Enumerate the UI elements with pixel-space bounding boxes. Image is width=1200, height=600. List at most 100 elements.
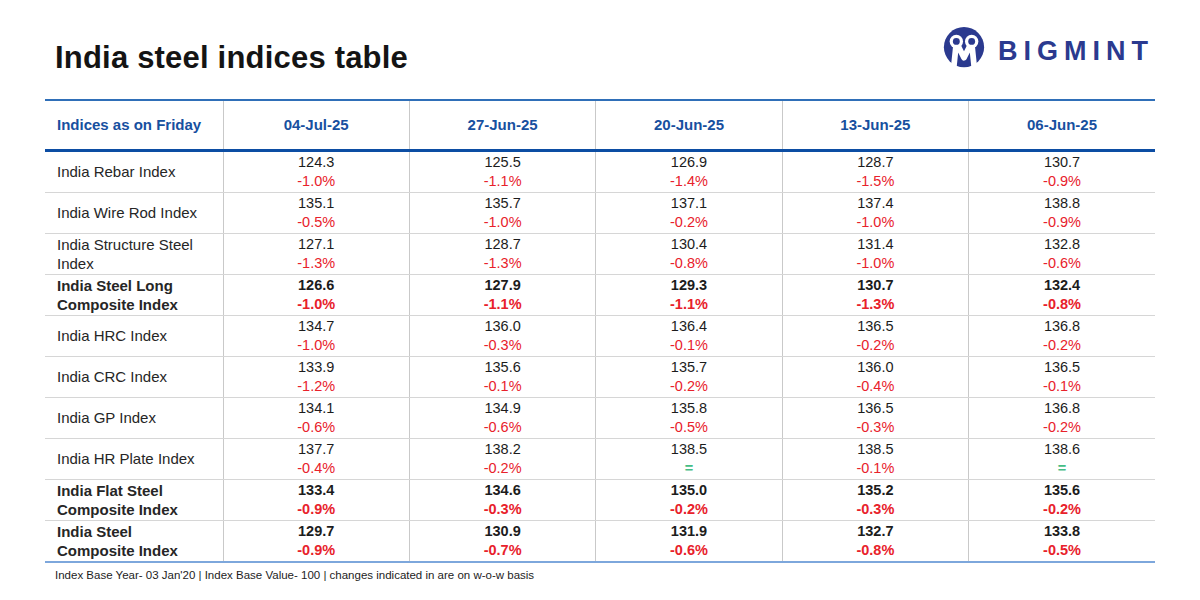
- table-row: India GP Index134.1-0.6%134.9-0.6%135.8-…: [45, 397, 1155, 438]
- wow-change: -0.5%: [596, 418, 781, 437]
- index-value: 130.7: [783, 276, 968, 295]
- index-value: 138.5: [783, 440, 968, 459]
- index-value-cell: 134.6-0.3%: [409, 479, 595, 520]
- wow-change: -1.0%: [410, 213, 595, 232]
- index-value-cell: 134.7-1.0%: [223, 315, 409, 356]
- wow-change: -0.5%: [224, 213, 409, 232]
- index-value: 135.8: [596, 399, 781, 418]
- index-value-cell: 130.4-0.8%: [596, 233, 782, 274]
- index-value: 135.0: [596, 481, 781, 500]
- wow-change: -0.2%: [596, 377, 781, 396]
- date-header: 06-Jun-25: [969, 100, 1155, 150]
- index-value-cell: 136.5-0.2%: [782, 315, 968, 356]
- index-value: 133.4: [224, 481, 409, 500]
- date-header: 04-Jul-25: [223, 100, 409, 150]
- brand-logo: BIGMINT: [941, 26, 1154, 76]
- wow-change: -0.9%: [969, 172, 1155, 191]
- index-value: 136.8: [969, 317, 1155, 336]
- index-value: 132.4: [969, 276, 1155, 295]
- index-value-cell: 135.6-0.1%: [409, 356, 595, 397]
- index-value: 136.0: [410, 317, 595, 336]
- index-value-cell: 129.7-0.9%: [223, 520, 409, 562]
- index-value-cell: 126.9-1.4%: [596, 150, 782, 192]
- table-row: India HR Plate Index137.7-0.4%138.2-0.2%…: [45, 438, 1155, 479]
- wow-change: -0.2%: [783, 336, 968, 355]
- index-value: 129.7: [224, 522, 409, 541]
- page: India steel indices table BIGMINT Indice…: [0, 0, 1200, 600]
- wow-change: -1.5%: [783, 172, 968, 191]
- footnote: Index Base Year- 03 Jan'20 | Index Base …: [55, 569, 534, 581]
- table-row: India Wire Rod Index135.1-0.5%135.7-1.0%…: [45, 192, 1155, 233]
- index-value-cell: 129.3-1.1%: [596, 274, 782, 315]
- table-row: India Rebar Index124.3-1.0%125.5-1.1%126…: [45, 150, 1155, 192]
- index-value-cell: 127.1-1.3%: [223, 233, 409, 274]
- index-value-cell: 128.7-1.5%: [782, 150, 968, 192]
- wow-change: -0.4%: [224, 459, 409, 478]
- index-value: 128.7: [410, 235, 595, 254]
- wow-change: -1.3%: [783, 295, 968, 314]
- index-value-cell: 138.8-0.9%: [969, 192, 1155, 233]
- wow-change: -0.6%: [410, 418, 595, 437]
- index-value: 138.6: [969, 440, 1155, 459]
- wow-change: -1.3%: [224, 254, 409, 273]
- index-value: 131.4: [783, 235, 968, 254]
- index-value-cell: 138.6=: [969, 438, 1155, 479]
- index-value: 136.4: [596, 317, 781, 336]
- index-value: 136.8: [969, 399, 1155, 418]
- index-value-cell: 134.1-0.6%: [223, 397, 409, 438]
- wow-change: -0.2%: [410, 459, 595, 478]
- wow-change: -0.6%: [224, 418, 409, 437]
- index-value-cell: 124.3-1.0%: [223, 150, 409, 192]
- index-value-cell: 136.5-0.1%: [969, 356, 1155, 397]
- wow-change: -1.4%: [596, 172, 781, 191]
- index-label: India HRC Index: [45, 315, 223, 356]
- corner-header: Indices as on Friday: [45, 100, 223, 150]
- index-value: 133.8: [969, 522, 1155, 541]
- table-row: India SteelComposite Index129.7-0.9%130.…: [45, 520, 1155, 562]
- wow-change: -0.2%: [596, 500, 781, 519]
- table-row: India HRC Index134.7-1.0%136.0-0.3%136.4…: [45, 315, 1155, 356]
- index-value-cell: 138.5-0.1%: [782, 438, 968, 479]
- wow-change: -1.0%: [224, 336, 409, 355]
- index-value-cell: 126.6-1.0%: [223, 274, 409, 315]
- wow-change: -0.2%: [596, 213, 781, 232]
- index-value: 138.5: [596, 440, 781, 459]
- table-row: India Flat SteelComposite Index133.4-0.9…: [45, 479, 1155, 520]
- date-header: 20-Jun-25: [596, 100, 782, 150]
- table-row: India CRC Index133.9-1.2%135.6-0.1%135.7…: [45, 356, 1155, 397]
- index-value: 137.1: [596, 194, 781, 213]
- index-value-cell: 136.4-0.1%: [596, 315, 782, 356]
- index-value: 133.9: [224, 358, 409, 377]
- wow-change: -0.1%: [596, 336, 781, 355]
- index-value: 127.1: [224, 235, 409, 254]
- index-value: 126.6: [224, 276, 409, 295]
- index-value-cell: 136.0-0.4%: [782, 356, 968, 397]
- index-value-cell: 131.4-1.0%: [782, 233, 968, 274]
- index-value: 135.1: [224, 194, 409, 213]
- page-title: India steel indices table: [55, 40, 408, 76]
- date-header: 27-Jun-25: [409, 100, 595, 150]
- wow-change: -0.8%: [596, 254, 781, 273]
- index-value: 135.7: [410, 194, 595, 213]
- wow-change: -1.1%: [596, 295, 781, 314]
- wow-change: =: [596, 459, 781, 478]
- index-value: 136.0: [783, 358, 968, 377]
- index-value: 135.2: [783, 481, 968, 500]
- index-value-cell: 133.4-0.9%: [223, 479, 409, 520]
- index-value: 131.9: [596, 522, 781, 541]
- index-value-cell: 135.7-1.0%: [409, 192, 595, 233]
- index-value-cell: 135.7-0.2%: [596, 356, 782, 397]
- index-value-cell: 135.1-0.5%: [223, 192, 409, 233]
- index-label: India Rebar Index: [45, 150, 223, 192]
- table-body: India Rebar Index124.3-1.0%125.5-1.1%126…: [45, 150, 1155, 562]
- index-value: 132.7: [783, 522, 968, 541]
- wow-change: -1.0%: [224, 172, 409, 191]
- index-value-cell: 132.4-0.8%: [969, 274, 1155, 315]
- wow-change: -0.7%: [410, 541, 595, 560]
- index-value: 130.9: [410, 522, 595, 541]
- index-value: 124.3: [224, 153, 409, 172]
- index-value-cell: 125.5-1.1%: [409, 150, 595, 192]
- index-label: India GP Index: [45, 397, 223, 438]
- index-value: 134.6: [410, 481, 595, 500]
- index-value-cell: 128.7-1.3%: [409, 233, 595, 274]
